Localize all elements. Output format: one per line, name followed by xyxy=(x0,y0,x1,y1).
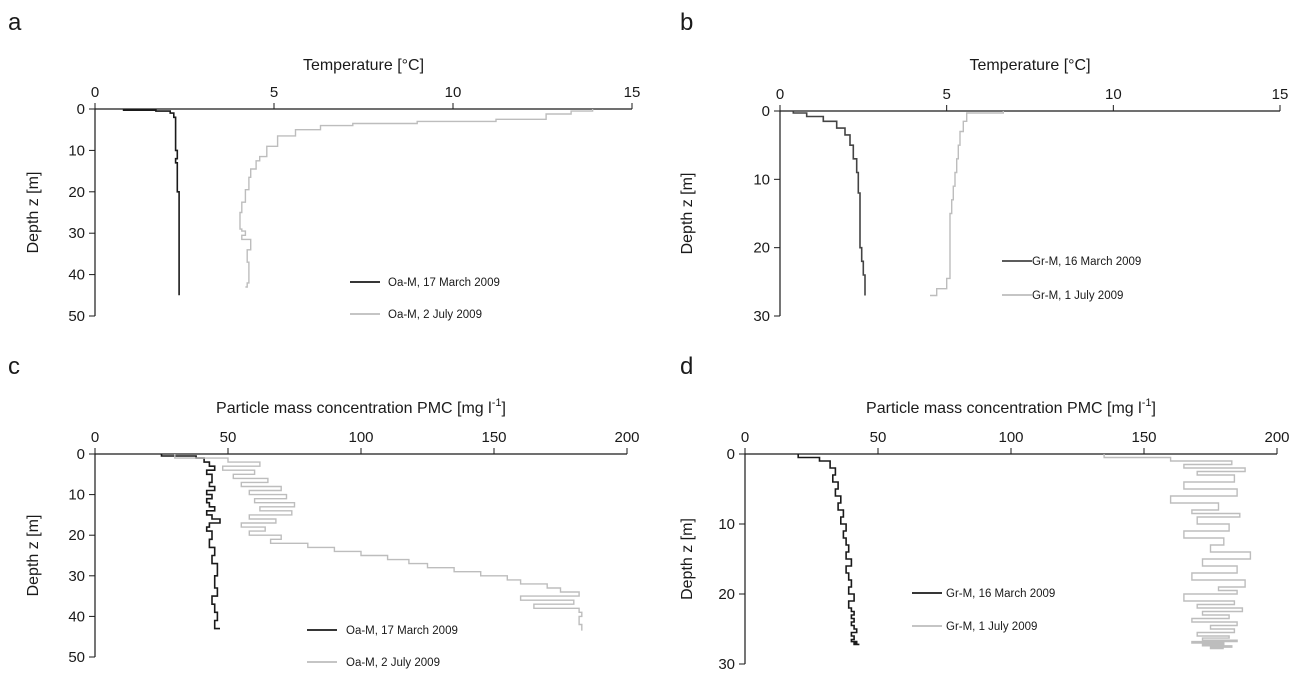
x-tick-label: 150 xyxy=(1131,429,1156,446)
y-tick-label: 20 xyxy=(68,527,85,544)
x-tick-label: 15 xyxy=(624,84,641,101)
x-tick-label: 150 xyxy=(481,429,506,446)
y-tick-label: 0 xyxy=(762,103,770,120)
series-line-2 xyxy=(1103,454,1252,650)
x-tick-label: 5 xyxy=(942,86,950,103)
series-line-2 xyxy=(930,111,1004,297)
x-tick-label: 0 xyxy=(776,86,784,103)
legend-label: Oa-M, 17 March 2009 xyxy=(346,625,458,637)
x-tick-label: 10 xyxy=(445,84,462,101)
y-tick-label: 20 xyxy=(753,240,770,257)
y-tick-label: 10 xyxy=(718,516,735,533)
y-axis-title: Depth z [m] xyxy=(25,172,42,254)
x-axis-title: Particle mass concentration PMC [mg l-1] xyxy=(216,397,506,417)
panel-letter-a: a xyxy=(8,9,22,36)
x-axis-title-sup: -1 xyxy=(492,397,502,409)
legend-label: Gr-M, 1 July 2009 xyxy=(946,621,1037,633)
x-tick-label: 50 xyxy=(220,429,237,446)
legend-label: Oa-M, 17 March 2009 xyxy=(388,277,500,289)
panel-a: a 0 5 10 15 0 10 20 30 40 50 Temperature [°C] Depth… xyxy=(8,9,640,325)
y-tick-label: 30 xyxy=(68,225,85,242)
y-tick-label: 50 xyxy=(68,308,85,325)
series-line-1 xyxy=(122,109,180,296)
y-tick-label: 10 xyxy=(68,142,85,159)
x-axis-title-main: Temperature [°C] xyxy=(969,57,1090,74)
x-tick-label: 50 xyxy=(870,429,887,446)
y-axis-title: Depth z [m] xyxy=(25,515,42,597)
x-axis-title-end: ] xyxy=(1151,400,1155,417)
y-tick-label: 10 xyxy=(753,171,770,188)
y-axis-title: Depth z [m] xyxy=(679,173,696,255)
x-tick-label: 100 xyxy=(348,429,373,446)
x-axis-title-sup: -1 xyxy=(1142,397,1152,409)
y-tick-label: 30 xyxy=(68,568,85,585)
x-tick-label: 5 xyxy=(270,84,278,101)
legend-label: Oa-M, 2 July 2009 xyxy=(346,657,440,669)
y-tick-label: 50 xyxy=(68,649,85,666)
y-tick-label: 10 xyxy=(68,487,85,504)
panel-letter-d: d xyxy=(680,353,693,380)
y-tick-label: 30 xyxy=(718,656,735,673)
legend-label: Gr-M, 16 March 2009 xyxy=(1032,256,1141,268)
y-tick-label: 0 xyxy=(77,446,85,463)
x-tick-label: 100 xyxy=(998,429,1023,446)
y-tick-label: 0 xyxy=(727,446,735,463)
y-tick-label: 30 xyxy=(753,308,770,325)
panel-letter-c: c xyxy=(8,353,20,380)
series-line-1 xyxy=(792,111,866,296)
x-tick-label: 0 xyxy=(91,429,99,446)
x-axis-title-end: ] xyxy=(501,400,505,417)
x-axis-title-main: Particle mass concentration PMC [mg l xyxy=(866,400,1142,417)
series-line-2 xyxy=(239,109,594,288)
y-tick-label: 40 xyxy=(68,267,85,284)
panel-letter-b: b xyxy=(680,9,693,36)
x-tick-label: 15 xyxy=(1272,86,1289,103)
series-line-1 xyxy=(160,454,221,630)
x-axis-title: Particle mass concentration PMC [mg l-1] xyxy=(866,397,1156,417)
y-tick-label: 40 xyxy=(68,608,85,625)
x-tick-label: 200 xyxy=(1264,429,1289,446)
panel-d: d 0 50 100 150 200 0 10 20 30 Particle mass conce… xyxy=(679,353,1290,673)
y-axis-title: Depth z [m] xyxy=(679,518,696,600)
x-axis-title: Temperature [°C] xyxy=(969,57,1090,74)
legend-label: Gr-M, 1 July 2009 xyxy=(1032,290,1123,302)
series-line-2 xyxy=(174,454,583,631)
x-axis-title: Temperature [°C] xyxy=(303,57,424,74)
panel-c: c 0 50 100 150 200 0 10 20 30 40 50 Particle mass c… xyxy=(8,353,640,669)
x-tick-label: 10 xyxy=(1105,86,1122,103)
x-tick-label: 0 xyxy=(91,84,99,101)
series-line-1 xyxy=(797,454,860,646)
x-axis-title-main: Particle mass concentration PMC [mg l xyxy=(216,400,492,417)
legend-label: Gr-M, 16 March 2009 xyxy=(946,588,1055,600)
x-tick-label: 200 xyxy=(614,429,639,446)
y-tick-label: 20 xyxy=(68,184,85,201)
x-tick-label: 0 xyxy=(741,429,749,446)
y-tick-label: 0 xyxy=(77,101,85,118)
y-tick-label: 20 xyxy=(718,586,735,603)
panel-b: b 0 5 10 15 0 10 20 30 Temperature [°C] Depth z [… xyxy=(679,9,1288,325)
legend-label: Oa-M, 2 July 2009 xyxy=(388,309,482,321)
x-axis-title-main: Temperature [°C] xyxy=(303,57,424,74)
